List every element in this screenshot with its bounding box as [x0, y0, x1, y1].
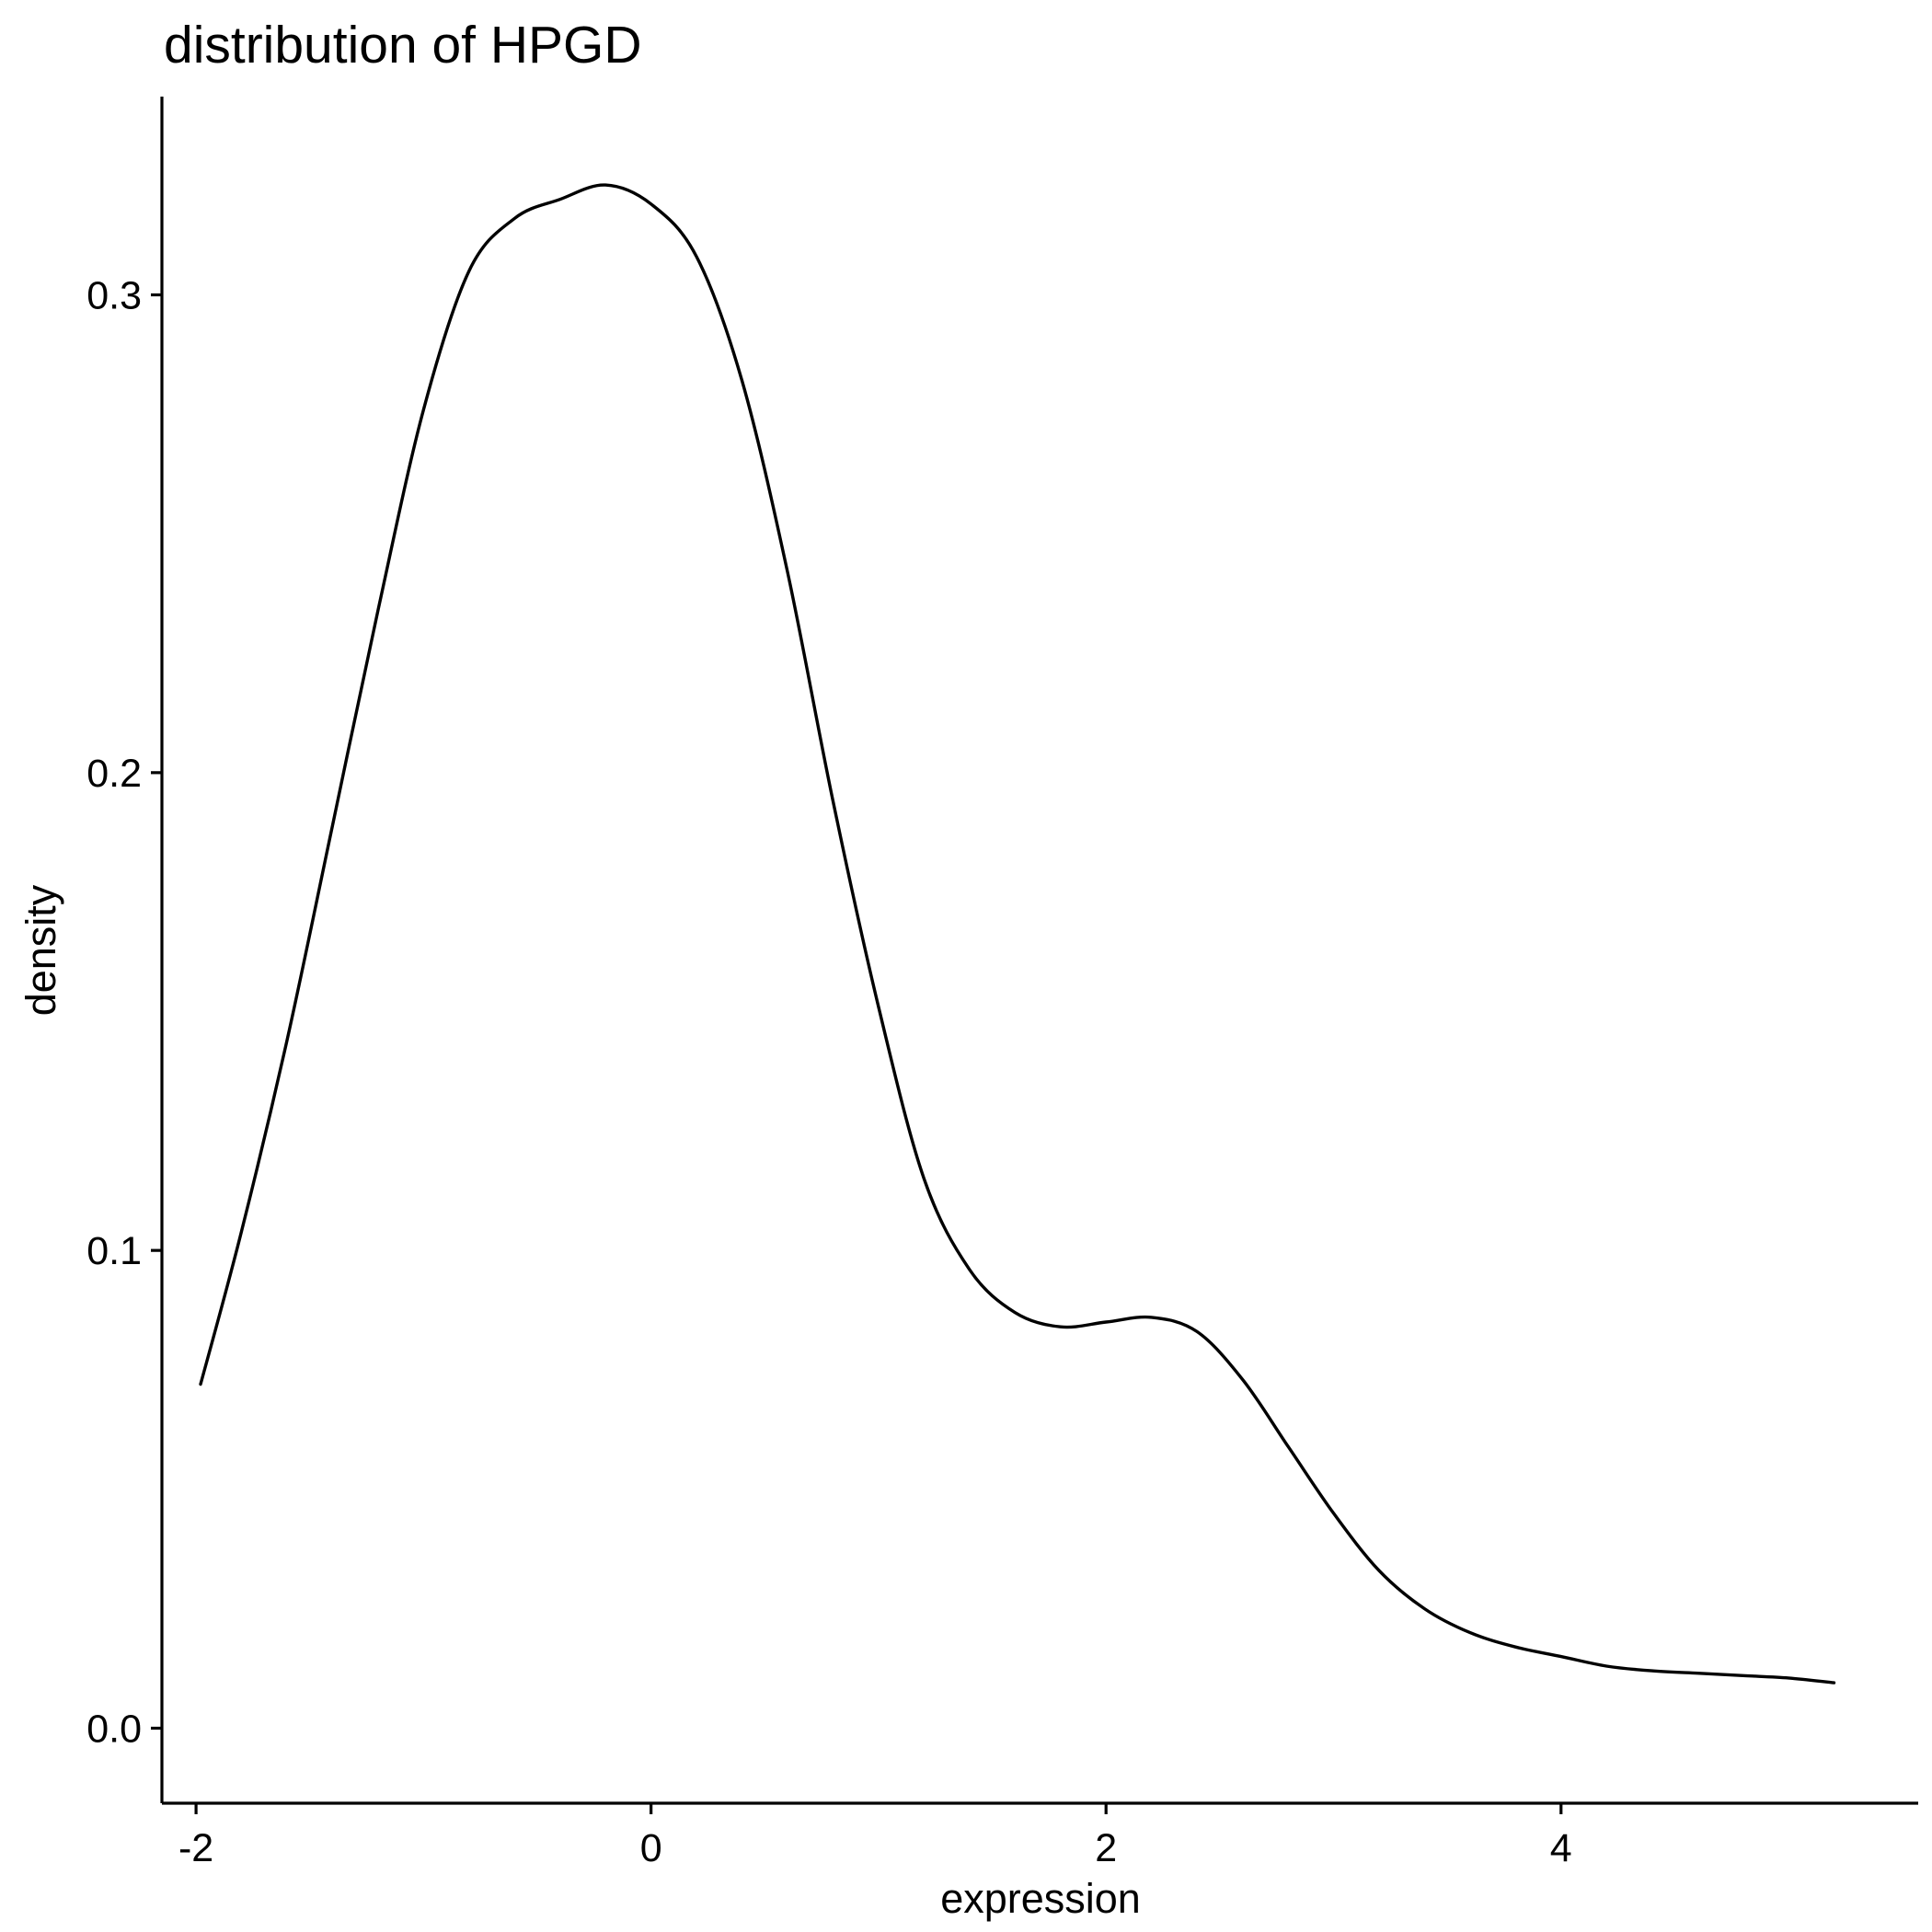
y-tick-label: 0.0: [86, 1707, 142, 1751]
y-axis-ticks: 0.0 0.1 0.2 0.3: [86, 274, 162, 1751]
y-axis-label: density: [17, 884, 64, 1016]
y-tick-label: 0.3: [86, 274, 142, 318]
y-tick-label: 0.2: [86, 752, 142, 796]
x-tick-label: 4: [1550, 1826, 1572, 1870]
density-line: [199, 183, 1836, 1685]
x-tick-label: 2: [1095, 1826, 1117, 1870]
y-tick-label: 0.1: [86, 1229, 142, 1273]
plot-area: 0.0 0.1 0.2 0.3 -2 0 2 4: [86, 97, 1918, 1870]
x-axis-label: expression: [940, 1875, 1141, 1922]
x-tick-label: 0: [640, 1826, 662, 1870]
x-axis-ticks: -2 0 2 4: [178, 1803, 1572, 1870]
x-tick-label: -2: [178, 1826, 213, 1870]
chart-title: distribution of HPGD: [164, 16, 642, 75]
